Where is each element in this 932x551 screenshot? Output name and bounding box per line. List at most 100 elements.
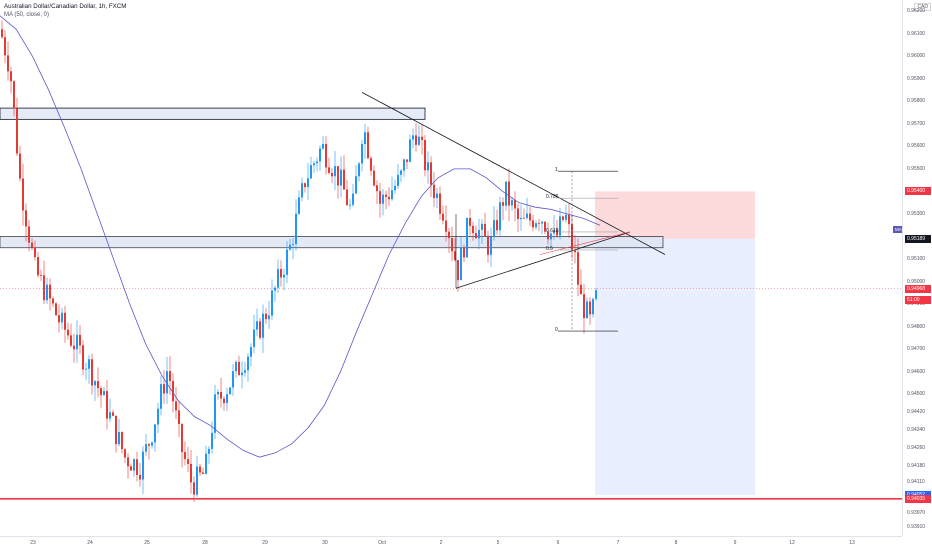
candle-body bbox=[316, 161, 318, 164]
candle-body bbox=[448, 231, 450, 239]
currency-label[interactable]: CAD bbox=[914, 3, 931, 11]
price-tag: 0.95189 bbox=[905, 234, 931, 243]
candle-body bbox=[433, 184, 435, 199]
candle-body bbox=[76, 334, 78, 350]
candle-body bbox=[289, 244, 291, 250]
candle-body bbox=[385, 194, 387, 197]
time-axis-label: 25 bbox=[144, 540, 150, 546]
candle-body bbox=[190, 463, 192, 483]
candle-body bbox=[340, 169, 342, 186]
price-axis[interactable]: CAD 0.96200 0.96100 0.96000 0.95900 0.95800 0… bbox=[902, 0, 932, 536]
indicator-legend[interactable]: MA (50, close, 0) bbox=[4, 12, 50, 18]
candle-body bbox=[163, 384, 165, 394]
candle-body bbox=[373, 170, 375, 186]
candle-body bbox=[259, 321, 261, 338]
candle-body bbox=[556, 229, 558, 236]
candle-body bbox=[538, 223, 540, 224]
chart-canvas[interactable]: Australian Dollar/Canadian Dollar, 1h, F… bbox=[0, 0, 902, 536]
candle-body bbox=[250, 347, 252, 357]
candle-body bbox=[337, 166, 339, 186]
candle-body bbox=[16, 108, 18, 154]
candle-body bbox=[451, 238, 453, 252]
candle-body bbox=[586, 301, 588, 319]
candle-body bbox=[223, 398, 225, 404]
candle-body bbox=[67, 329, 69, 336]
candle-body bbox=[124, 449, 126, 458]
candle-body bbox=[325, 143, 327, 168]
price-axis-label: 0.94500 bbox=[907, 391, 926, 398]
candle-body bbox=[109, 412, 111, 419]
candle-body bbox=[61, 312, 63, 323]
price-axis-label: 0.93910 bbox=[907, 523, 926, 530]
candle-body bbox=[493, 220, 495, 237]
stop-zone bbox=[595, 191, 755, 239]
candle-body bbox=[217, 391, 219, 395]
candle-body bbox=[307, 178, 309, 188]
price-axis-label: 0.95600 bbox=[907, 143, 926, 150]
candle-body bbox=[358, 163, 360, 177]
price-chart[interactable] bbox=[0, 0, 902, 536]
candle-body bbox=[436, 193, 438, 199]
candle-body bbox=[454, 251, 456, 261]
candle-body bbox=[271, 290, 273, 316]
candle-body bbox=[517, 208, 519, 220]
candle-body bbox=[526, 213, 528, 218]
candle-body bbox=[484, 223, 486, 236]
candle-body bbox=[91, 359, 93, 386]
time-axis-label: 6 bbox=[556, 540, 560, 546]
candle-body bbox=[1, 29, 3, 38]
candle-body bbox=[394, 185, 396, 191]
candle-body bbox=[328, 167, 330, 173]
time-axis[interactable]: 23 24 25 28 29 30 Oct 2 5 6 7 8 9 12 13 bbox=[0, 536, 902, 551]
candle-body bbox=[364, 132, 366, 145]
candle-body bbox=[4, 37, 6, 56]
candle-body bbox=[430, 162, 432, 185]
price-axis-label: 0.94420 bbox=[907, 409, 926, 416]
candle-body bbox=[304, 183, 306, 188]
candle-body bbox=[184, 452, 186, 460]
candle-body bbox=[211, 432, 213, 449]
candle-body bbox=[310, 165, 312, 179]
time-axis-label: 30 bbox=[322, 540, 328, 546]
ma-badge[interactable]: MA bbox=[893, 226, 902, 233]
candle-body bbox=[580, 284, 582, 295]
symbol-title[interactable]: Australian Dollar/Canadian Dollar, 1h, F… bbox=[4, 3, 127, 10]
candle-body bbox=[295, 213, 297, 244]
candle-body bbox=[34, 247, 36, 258]
candle-body bbox=[370, 158, 372, 171]
candle-body bbox=[178, 410, 180, 425]
candle-body bbox=[301, 183, 303, 198]
candle-body bbox=[10, 71, 12, 82]
candle-body bbox=[400, 170, 402, 175]
price-tag: 0.94968 bbox=[905, 284, 931, 293]
price-axis-label: 0.95700 bbox=[907, 120, 926, 127]
price-axis-label: 0.94900 bbox=[907, 301, 926, 308]
candle-body bbox=[208, 448, 210, 454]
candle-body bbox=[151, 442, 153, 446]
candle-body bbox=[577, 252, 579, 285]
time-axis-label: 23 bbox=[30, 540, 36, 546]
price-axis-label: 0.95100 bbox=[907, 255, 926, 262]
candle-body bbox=[37, 257, 39, 276]
candle-body bbox=[529, 213, 531, 221]
candle-body bbox=[514, 200, 516, 209]
candle-body bbox=[574, 249, 576, 253]
candle-body bbox=[460, 247, 462, 281]
candle-body bbox=[265, 313, 267, 320]
candle-body bbox=[133, 459, 135, 471]
price-axis-label: 0.95900 bbox=[907, 75, 926, 82]
candle-body bbox=[139, 474, 141, 480]
candle-body bbox=[25, 210, 27, 227]
candle-body bbox=[457, 260, 459, 281]
candle-body bbox=[331, 172, 333, 177]
price-axis-label: 0.95500 bbox=[907, 165, 926, 172]
candle-body bbox=[496, 220, 498, 231]
price-axis-label: 0.94700 bbox=[907, 346, 926, 353]
candle-body bbox=[7, 55, 9, 72]
moving-average-line bbox=[0, 15, 601, 458]
candle-body bbox=[196, 466, 198, 495]
candle-body bbox=[214, 394, 216, 433]
candle-body bbox=[376, 185, 378, 192]
candle-body bbox=[499, 202, 501, 231]
candle-body bbox=[412, 135, 414, 140]
